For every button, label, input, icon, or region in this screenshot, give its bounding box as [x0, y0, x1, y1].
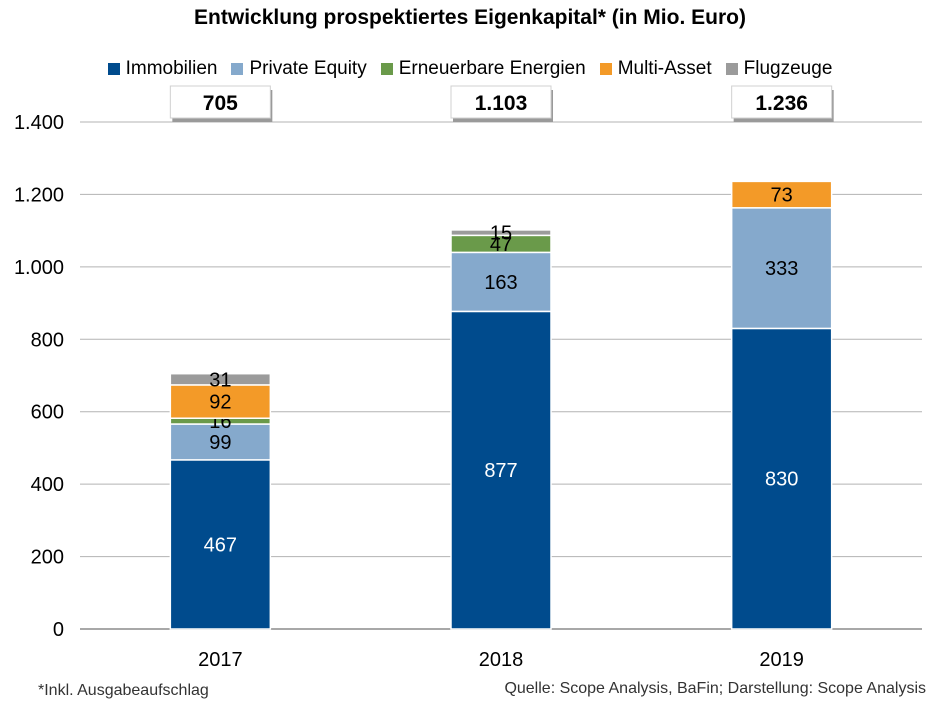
y-tick-label: 1.000 — [14, 257, 64, 279]
legend-label: Multi-Asset — [617, 58, 712, 79]
legend-item-immobilien: Immobilien — [107, 58, 218, 80]
y-tick-label: 600 — [31, 402, 64, 424]
legend-label: Immobilien — [125, 58, 218, 79]
bar-segment-multi-asset-2017 — [169, 384, 272, 419]
data-label: 163 — [484, 272, 517, 294]
data-label: 47 — [490, 234, 512, 256]
legend-item-private-equity: Private Equity — [231, 58, 367, 80]
data-label: 830 — [765, 469, 798, 491]
y-tick-label: 400 — [31, 474, 64, 496]
y-tick-label: 200 — [31, 547, 64, 569]
legend-swatch — [725, 63, 738, 75]
x-tick-label: 2018 — [479, 649, 524, 671]
footnote: *Inkl. Ausgabeaufschlag — [38, 682, 209, 699]
legend-swatch — [107, 63, 120, 75]
legend-item-flugzeuge: Flugzeuge — [725, 58, 833, 80]
bar-segment-immobilien-2018 — [450, 310, 552, 630]
legend-label: Flugzeuge — [743, 58, 833, 79]
data-label: 31 — [209, 369, 231, 391]
y-tick-label: 800 — [31, 329, 64, 351]
total-label: 705 — [203, 92, 238, 115]
total-box — [169, 85, 271, 119]
x-tick-label: 2017 — [198, 649, 243, 671]
total-label: 1.103 — [475, 92, 528, 115]
bar-segment-private-equity-2017 — [169, 423, 272, 461]
data-label: 877 — [484, 460, 517, 482]
legend-swatch — [380, 63, 393, 75]
total-label: 1.236 — [755, 92, 808, 115]
bar-segment-private-equity-2018 — [450, 251, 552, 313]
data-label: 467 — [204, 534, 237, 556]
bar-segment-private-equity-2019 — [730, 207, 833, 330]
bar-segment-immobilien-2017 — [169, 459, 272, 630]
data-label: 99 — [209, 432, 231, 454]
legend-label: Private Equity — [249, 58, 367, 79]
legend: Immobilien Private Equity Erneuerbare Ener… — [0, 58, 940, 80]
y-tick-label: 0 — [53, 619, 64, 641]
legend-swatch — [231, 63, 244, 75]
total-box — [450, 85, 552, 119]
data-label: 333 — [765, 258, 798, 280]
chart-title: Entwicklung prospektiertes Eigenkapital*… — [194, 6, 746, 29]
source-note: Quelle: Scope Analysis, BaFin; Darstellu… — [504, 680, 926, 697]
bar-segment-immobilien-2019 — [730, 327, 833, 630]
y-tick-label: 1.200 — [14, 184, 64, 206]
data-label: 92 — [209, 392, 231, 414]
data-label: 15 — [490, 223, 512, 245]
legend-label: Erneuerbare Energien — [398, 58, 586, 79]
bar-segment-multi-asset-2019 — [730, 180, 833, 209]
legend-item-erneuerbare-energien: Erneuerbare Energien — [380, 58, 586, 80]
total-box — [731, 85, 833, 119]
bar-segment-flugzeuge-2017 — [169, 372, 272, 386]
bar-segment-flugzeuge-2018 — [450, 229, 552, 237]
data-label: 73 — [771, 185, 793, 207]
x-tick-label: 2019 — [759, 649, 804, 671]
y-tick-label: 1.400 — [14, 112, 64, 134]
legend-swatch — [599, 63, 612, 75]
legend-item-multi-asset: Multi-Asset — [599, 58, 712, 80]
